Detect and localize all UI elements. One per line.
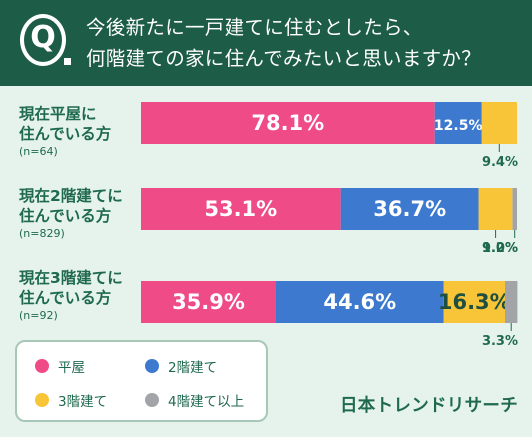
legend: 平屋 2階建て 3階建て 4階建て以上 [15,340,268,422]
legend-label: 2階建て [168,360,218,376]
bar-segment-three-story [481,102,517,144]
bar-segment-flat [141,281,276,323]
q-letter: Q [30,20,56,55]
legend-label: 4階建て以上 [168,394,245,410]
row-label-flat: 現在平屋に 住んでいる方 (n=64) [19,104,139,160]
bar-segment-three-story [443,281,505,323]
row-sample-size: (n=64) [19,145,58,158]
bar-value-label-flat: 78.1% [251,111,324,135]
legend-item-four-plus: 4階建て以上 [145,390,244,410]
question-line-1: 今後新たに一戸建てに住むとしたら、 [86,16,423,39]
question-text: 今後新たに一戸建てに住むとしたら、 何階建ての家に住んでみたいと思いますか？ [86,12,526,74]
bar-value-label-two-story: 12.5% [434,118,483,134]
q-badge: Q [20,12,72,74]
bar-value-label-three-story: 9.0% [482,241,518,256]
bar-value-label-flat: 35.9% [172,290,245,314]
bar-value-label-four-plus: 1.2% [482,241,518,256]
brand-logo-text: 日本トレンドリサーチ [340,396,518,416]
row-sample-size: (n=829) [19,227,65,240]
bar-value-label-two-story: 36.7% [373,197,446,221]
legend-swatch [145,393,159,407]
row-label-three-story: 現在3階建てに 住んでいる方 (n=92) [19,268,139,324]
bar-value-label-three-story: 16.3% [438,290,511,314]
bar-segment-flat [141,188,341,230]
row-label-line1: 現在2階建てに [19,187,123,205]
q-circle-icon [20,14,66,66]
legend-item-flat: 平屋 [35,356,85,376]
question-line-2: 何階建ての家に住んでみたいと思いますか？ [86,47,482,70]
bar-segment-four-plus [512,188,517,230]
row-sample-size: (n=92) [19,309,58,322]
bar-segment-four-plus [505,281,518,323]
q-dot-icon [64,58,71,65]
bar-value-label-flat: 53.1% [204,197,277,221]
bar-segment-three-story [478,188,513,230]
row-label-line2: 住んでいる方 [19,125,112,143]
bar-value-label-two-story: 44.6% [323,290,396,314]
row-label-two-story: 現在2階建てに 住んでいる方 (n=829) [19,186,139,242]
legend-swatch [35,359,49,373]
bar-segment-two-story [340,188,479,230]
bar-segment-two-story [276,281,444,323]
bar-value-label-three-story: 9.4% [482,155,518,170]
legend-item-three-story: 3階建て [35,390,107,410]
bar-segment-two-story [434,102,482,144]
legend-label: 平屋 [58,360,85,376]
row-label-line2: 住んでいる方 [19,207,112,225]
question-header: Q 今後新たに一戸建てに住むとしたら、 何階建ての家に住んでみたいと思いますか？ [0,0,532,86]
row-label-line2: 住んでいる方 [19,289,112,307]
row-label-line1: 現在3階建てに [19,269,123,287]
legend-swatch [145,359,159,373]
legend-label: 3階建て [58,394,108,410]
legend-swatch [35,393,49,407]
row-label-line1: 現在平屋に [19,105,97,123]
legend-item-two-story: 2階建て [145,356,217,376]
bar-segment-flat [141,102,435,144]
bar-value-label-four-plus: 3.3% [482,334,518,349]
